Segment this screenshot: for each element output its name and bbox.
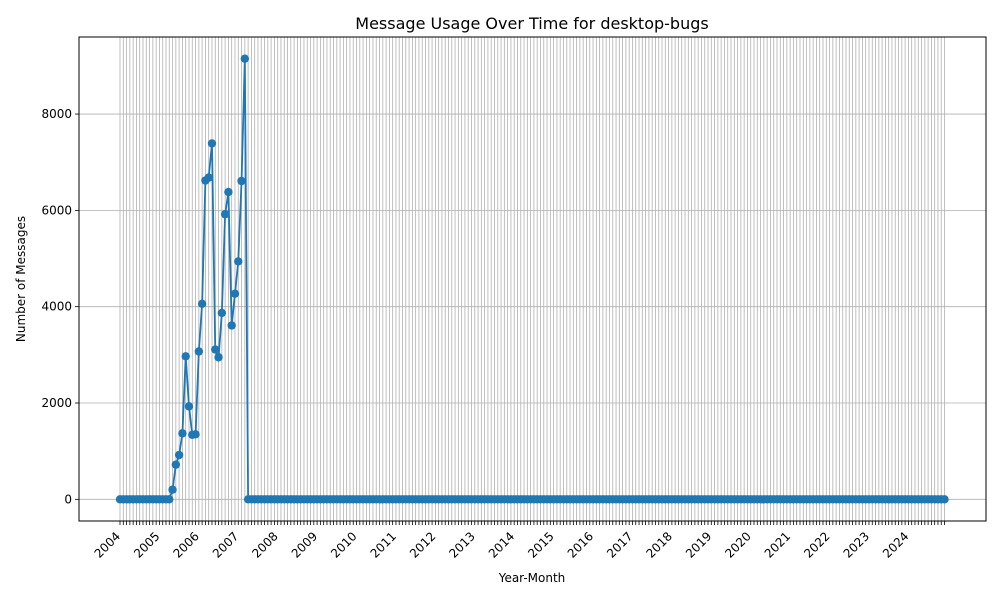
data-point xyxy=(168,485,177,494)
data-point xyxy=(227,321,236,330)
data-point xyxy=(181,352,190,361)
data-point xyxy=(174,450,184,460)
data-point xyxy=(178,429,187,438)
y-tick-label: 0 xyxy=(64,492,72,506)
chart-title: Message Usage Over Time for desktop-bugs xyxy=(355,14,708,33)
data-point xyxy=(197,299,207,309)
grid-lines xyxy=(79,37,986,521)
data-point xyxy=(940,495,949,504)
plot-frame xyxy=(78,36,987,522)
data-point xyxy=(184,402,194,411)
data-points xyxy=(115,54,949,504)
data-point xyxy=(165,495,174,504)
data-point xyxy=(171,460,181,469)
y-axis-label: Number of Messages xyxy=(14,216,28,342)
data-point xyxy=(194,347,204,356)
x-axis-label: Year-Month xyxy=(498,571,566,585)
y-axis-ticks: 0 2000 4000 6000 8000 xyxy=(41,107,79,506)
data-point xyxy=(240,54,250,63)
data-point xyxy=(230,289,240,298)
data-point xyxy=(204,173,213,182)
data-point xyxy=(211,345,220,354)
data-point xyxy=(191,430,200,439)
y-tick-label: 6000 xyxy=(41,203,72,217)
data-point xyxy=(220,210,230,219)
data-point xyxy=(224,187,233,197)
y-tick-label: 8000 xyxy=(41,107,72,121)
data-point xyxy=(217,308,227,318)
y-tick-label: 2000 xyxy=(41,396,72,410)
y-tick-label: 4000 xyxy=(41,300,72,314)
data-point xyxy=(234,257,243,266)
data-point xyxy=(214,353,223,362)
data-point xyxy=(237,176,246,186)
data-point xyxy=(207,139,217,148)
